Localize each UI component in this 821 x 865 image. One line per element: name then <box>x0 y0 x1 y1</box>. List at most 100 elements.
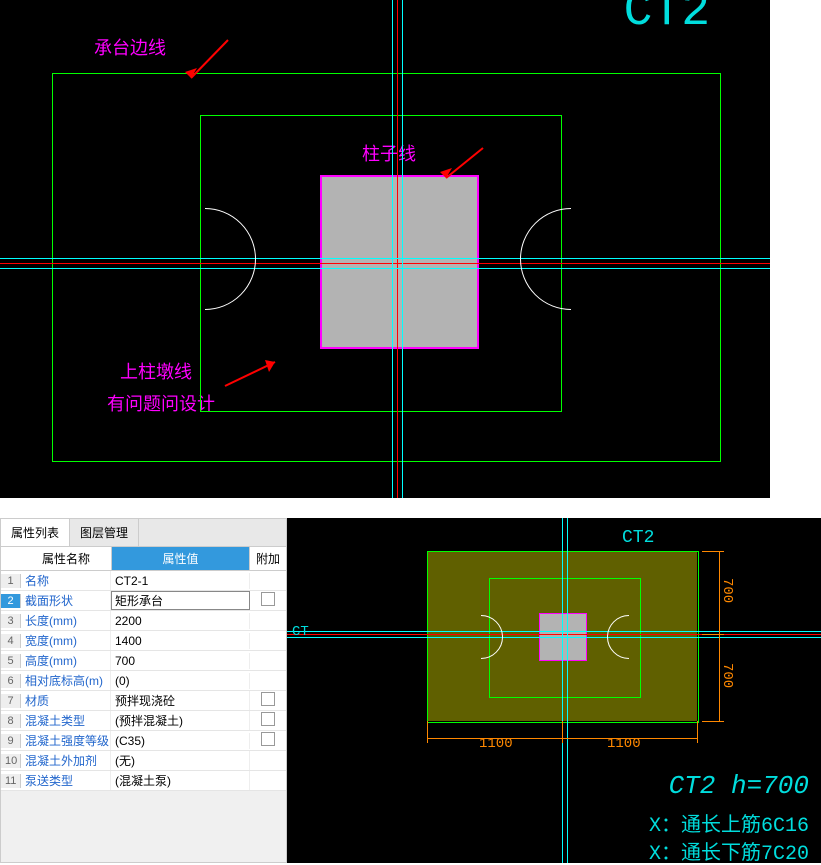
prop-add[interactable] <box>250 680 286 682</box>
x2-label: X：通长下筋7C20 <box>649 836 809 865</box>
prop-name: 截面形状 <box>21 591 111 610</box>
prop-value[interactable]: 1400 <box>111 633 250 649</box>
row-index: 9 <box>1 734 21 748</box>
property-row[interactable]: 5高度(mm)700 <box>1 651 286 671</box>
prop-value[interactable]: 700 <box>111 653 250 669</box>
prop-value[interactable]: 预拌现浇砼 <box>111 691 250 710</box>
prop-value[interactable]: 矩形承台 <box>111 591 250 610</box>
b-vcyan <box>562 518 563 863</box>
column-rect <box>320 175 479 349</box>
panel-tabs: 属性列表 图层管理 <box>1 519 286 547</box>
property-row[interactable]: 4宽度(mm)1400 <box>1 631 286 651</box>
dim-v-e1 <box>702 551 724 552</box>
dim-v-e3 <box>702 721 724 722</box>
dim-700a: 700 <box>719 578 735 603</box>
row-index: 5 <box>1 654 21 668</box>
b-hcyan2 <box>287 637 821 638</box>
dim-h-e1 <box>427 721 428 743</box>
prop-value[interactable]: (预拌混凝土) <box>111 711 250 730</box>
prop-value[interactable]: (0) <box>111 673 250 689</box>
b-vcyan2 <box>567 518 568 863</box>
x1-label: X：通长上筋6C16 <box>649 808 809 838</box>
prop-add[interactable] <box>250 760 286 762</box>
h-center-red <box>0 263 770 264</box>
dim-1100a: 1100 <box>479 736 513 752</box>
v-cyan-1 <box>392 0 393 498</box>
property-panel: 属性列表 图层管理 属性名称 属性值 附加 1名称CT2-12截面形状矩形承台3… <box>0 518 287 863</box>
arrow-1 <box>183 40 233 85</box>
dim-h-e2 <box>562 721 563 743</box>
prop-add[interactable] <box>250 711 286 730</box>
prop-value[interactable]: 2200 <box>111 613 250 629</box>
property-row[interactable]: 10混凝土外加剂(无) <box>1 751 286 771</box>
dim-700b: 700 <box>719 663 735 688</box>
prop-add[interactable] <box>250 620 286 622</box>
prop-name: 高度(mm) <box>21 651 111 670</box>
prop-add[interactable] <box>250 580 286 582</box>
h-cyan-1 <box>0 258 770 259</box>
bottom-container: 属性列表 图层管理 属性名称 属性值 附加 1名称CT2-12截面形状矩形承台3… <box>0 518 821 863</box>
prop-value[interactable]: CT2-1 <box>111 573 250 589</box>
prop-name: 名称 <box>21 571 111 590</box>
prop-name: 宽度(mm) <box>21 631 111 650</box>
h-cyan-2 <box>0 268 770 269</box>
dim-1100b: 1100 <box>607 736 641 752</box>
prop-name: 相对底标高(m) <box>21 671 111 690</box>
prop-add[interactable] <box>250 591 286 610</box>
prop-add[interactable] <box>250 640 286 642</box>
row-index: 2 <box>1 594 21 608</box>
prop-name: 混凝土类型 <box>21 711 111 730</box>
arrow-3 <box>225 358 285 388</box>
row-index: 8 <box>1 714 21 728</box>
prop-add[interactable] <box>250 731 286 750</box>
col-name: 属性名称 <box>21 547 111 570</box>
property-row[interactable]: 9混凝土强度等级(C35) <box>1 731 286 751</box>
prop-name: 混凝土强度等级 <box>21 731 111 750</box>
dim-h-e3 <box>697 721 698 743</box>
property-row[interactable]: 8混凝土类型(预拌混凝土) <box>1 711 286 731</box>
row-index: 6 <box>1 674 21 688</box>
prop-name: 长度(mm) <box>21 611 111 630</box>
prop-value[interactable]: (混凝土泵) <box>111 771 250 790</box>
v-cyan-2 <box>402 0 403 498</box>
prop-add[interactable] <box>250 691 286 710</box>
col-add: 附加 <box>250 547 286 570</box>
prop-add[interactable] <box>250 660 286 662</box>
prop-value[interactable]: (无) <box>111 751 250 770</box>
row-index: 3 <box>1 614 21 628</box>
arrow-2 <box>438 148 488 188</box>
bottom-cad-view: 1100 1100 700 700 CT CT2 CT2 h=700 X：通长上… <box>287 518 821 863</box>
property-row[interactable]: 1名称CT2-1 <box>1 571 286 591</box>
label-cap-edge: 承台边线 <box>94 34 166 60</box>
label-ct2: CT2 <box>624 0 710 39</box>
row-index: 7 <box>1 694 21 708</box>
row-index: 1 <box>1 574 21 588</box>
ct2h-label: CT2 h=700 <box>669 771 809 801</box>
b-hred <box>287 634 821 635</box>
table-body: 1名称CT2-12截面形状矩形承台3长度(mm)22004宽度(mm)14005… <box>1 571 286 791</box>
ct-label: CT <box>292 624 309 640</box>
property-row[interactable]: 6相对底标高(m)(0) <box>1 671 286 691</box>
dim-v-line <box>719 551 720 721</box>
property-row[interactable]: 3长度(mm)2200 <box>1 611 286 631</box>
prop-name: 混凝土外加剂 <box>21 751 111 770</box>
prop-name: 材质 <box>21 691 111 710</box>
table-header: 属性名称 属性值 附加 <box>1 547 286 571</box>
row-index: 11 <box>1 774 21 788</box>
row-index: 4 <box>1 634 21 648</box>
tab-layers[interactable]: 图层管理 <box>70 519 139 546</box>
ct2-label: CT2 <box>622 528 654 548</box>
prop-value[interactable]: (C35) <box>111 733 250 749</box>
property-row[interactable]: 7材质预拌现浇砼 <box>1 691 286 711</box>
col-value[interactable]: 属性值 <box>111 547 250 570</box>
property-row[interactable]: 11泵送类型(混凝土泵) <box>1 771 286 791</box>
v-center-red <box>397 0 398 498</box>
property-row[interactable]: 2截面形状矩形承台 <box>1 591 286 611</box>
row-index: 10 <box>1 754 21 768</box>
prop-add[interactable] <box>250 780 286 782</box>
dim-v-e2 <box>702 634 724 635</box>
top-cad-view: 承台边线 柱子线 上柱墩线 有问题问设计 CT2 <box>0 0 770 498</box>
b-hcyan <box>287 631 821 632</box>
tab-properties[interactable]: 属性列表 <box>1 519 70 546</box>
prop-name: 泵送类型 <box>21 771 111 790</box>
